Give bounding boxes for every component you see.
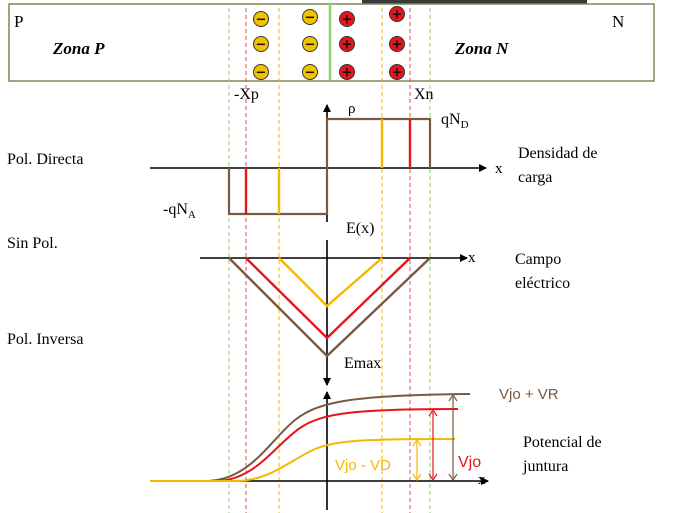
negative-ion-icon [302, 36, 318, 52]
potential-plot: Vjo + VR Vjo - VD Vjo x Potencial de jun… [150, 386, 602, 510]
potential-forward-curve [150, 438, 456, 482]
positive-ion-sign: + [342, 13, 353, 28]
junction-outline [8, 3, 655, 82]
positive-ion-icon [339, 11, 355, 27]
positive-ion-sign: + [392, 66, 403, 81]
vjo-vd-label: Vjo - VD [335, 457, 391, 474]
field-e-label: E(x) [346, 220, 374, 237]
dim-vjo-heads [428, 408, 438, 482]
field-title-line1: Campo [515, 251, 561, 268]
charge-title-line2: carga [518, 169, 552, 186]
xn-label: Xn [414, 86, 434, 103]
charge-density-plot: ρ qND -qNA x Densidad de carga [150, 101, 598, 222]
negative-ion-sign: − [256, 38, 267, 53]
xp-label: -Xp [234, 86, 259, 103]
potential-reverse-curve [150, 393, 471, 482]
bias-forward-label: Pol. Directa [7, 151, 83, 168]
positive-ion-icon [339, 36, 355, 52]
rho-label: ρ [348, 101, 356, 117]
negative-ion-icon [253, 64, 269, 80]
charge-title-line1: Densidad de [518, 145, 598, 162]
bias-reverse-label: Pol. Inversa [7, 331, 83, 348]
potential-unbiased-curve [150, 408, 459, 482]
negative-ion-sign: − [305, 11, 316, 26]
qna-label: -qNA [163, 201, 196, 221]
emax-label: Emax [344, 355, 381, 372]
positive-ion-icon [389, 64, 405, 80]
negative-ion-sign: − [305, 38, 316, 53]
positive-ion-icon [389, 36, 405, 52]
negative-ion-icon [302, 9, 318, 25]
electric-field-plot: E(x) x Campo eléctrico Emax [200, 220, 570, 386]
junction-block: P N Zona P Zona N − − − − − − + + + + + + [8, 3, 655, 82]
field-x-label: x [468, 250, 476, 266]
dim-vjo-vr-heads [448, 393, 458, 482]
header-banner [362, 0, 587, 6]
p-side-label: P [14, 12, 23, 31]
positive-ion-sign: + [392, 8, 403, 23]
potential-title-line2: juntura [522, 458, 568, 475]
zone-n-label: Zona N [454, 39, 509, 58]
vjo-label: Vjo [458, 454, 481, 471]
negative-ion-sign: − [256, 13, 267, 28]
negative-ion-icon [302, 64, 318, 80]
depletion-ions: − − − − − − + + + + + + [253, 6, 405, 81]
negative-ion-icon [253, 11, 269, 27]
guide-lines [228, 8, 431, 513]
negative-ion-sign: − [305, 66, 316, 81]
field-title-line2: eléctrico [515, 275, 570, 292]
potential-x-label: x [478, 472, 486, 488]
positive-ion-sign: + [342, 66, 353, 81]
field-reverse-curve [228, 257, 431, 358]
vjo-vr-label: Vjo + VR [499, 386, 559, 403]
potential-title-line1: Potencial de [523, 434, 602, 451]
negative-ion-icon [253, 36, 269, 52]
zone-p-label: Zona P [52, 39, 105, 58]
negative-ion-sign: − [256, 66, 267, 81]
charge-reverse-curve [227, 117, 432, 216]
dim-vjo-vd-heads [412, 438, 422, 482]
charge-x-label: x [495, 161, 503, 177]
field-unbiased-curve [245, 257, 411, 340]
positive-ion-icon [389, 6, 405, 22]
positive-ion-icon [339, 64, 355, 80]
positive-ion-sign: + [342, 38, 353, 53]
n-side-label: N [612, 12, 624, 31]
qnd-label: qND [441, 111, 469, 131]
field-forward-curve [278, 257, 383, 308]
positive-ion-sign: + [392, 38, 403, 53]
bias-none-label: Sin Pol. [7, 235, 58, 252]
